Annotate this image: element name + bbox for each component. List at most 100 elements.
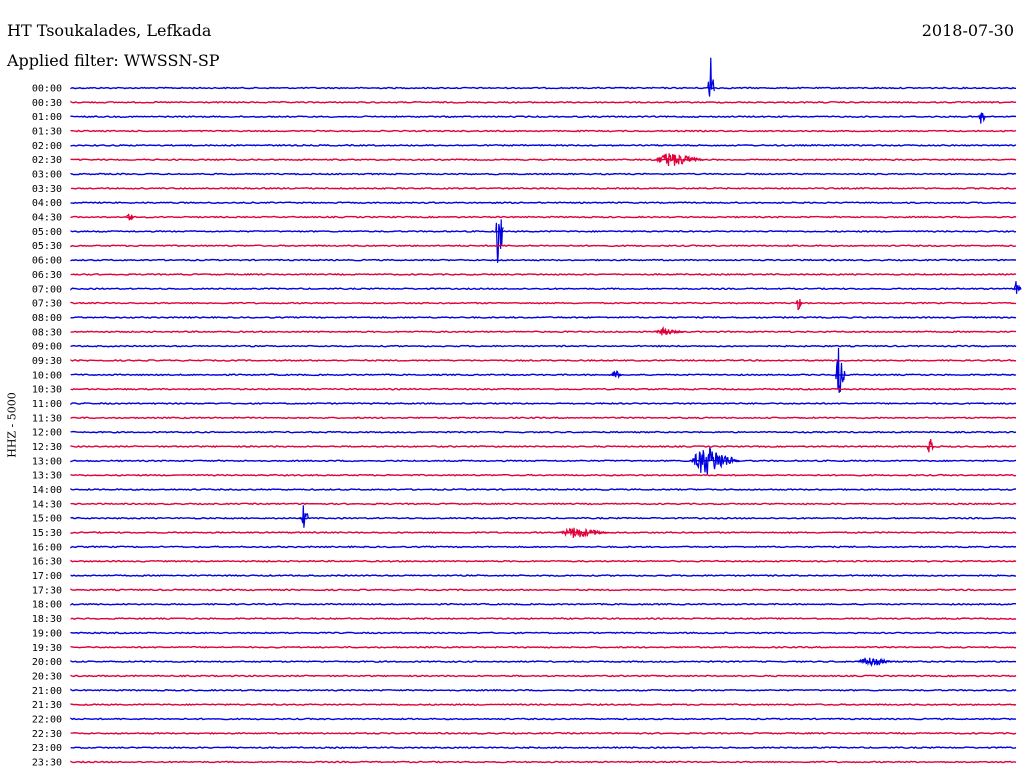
trace-line bbox=[70, 717, 1017, 721]
seismic-event bbox=[653, 326, 684, 336]
time-label: 00:30 bbox=[32, 98, 62, 109]
time-label: 08:30 bbox=[32, 327, 62, 338]
seismic-event bbox=[125, 213, 135, 221]
trace-line bbox=[70, 258, 1017, 262]
time-label: 19:00 bbox=[32, 628, 62, 639]
trace-line bbox=[70, 430, 1017, 434]
time-label: 00:00 bbox=[32, 84, 62, 95]
filter-label: Applied filter: WWSSN-SP bbox=[7, 51, 220, 70]
trace-line bbox=[70, 315, 1017, 319]
time-label: 10:30 bbox=[32, 385, 62, 396]
seismic-event bbox=[299, 505, 310, 528]
time-label: 15:00 bbox=[32, 514, 62, 525]
time-label: 05:30 bbox=[32, 241, 62, 252]
trace-line bbox=[70, 746, 1017, 750]
trace-line bbox=[70, 473, 1017, 477]
time-label: 14:30 bbox=[32, 499, 62, 510]
time-label: 16:00 bbox=[32, 542, 62, 553]
time-label: 03:00 bbox=[32, 170, 62, 181]
trace-line bbox=[70, 402, 1017, 406]
trace-line bbox=[70, 488, 1017, 491]
time-label: 19:30 bbox=[32, 643, 62, 654]
time-label: 15:30 bbox=[32, 528, 62, 539]
trace-line bbox=[70, 273, 1017, 276]
seismic-event bbox=[857, 657, 894, 668]
trace-line bbox=[70, 459, 1017, 463]
trace-line bbox=[70, 588, 1017, 592]
time-label: 04:30 bbox=[32, 213, 62, 224]
time-label: 11:30 bbox=[32, 413, 62, 424]
trace-line bbox=[70, 502, 1017, 506]
time-label: 07:00 bbox=[32, 284, 62, 295]
time-label: 21:30 bbox=[32, 700, 62, 711]
time-label: 20:30 bbox=[32, 671, 62, 682]
time-label: 13:00 bbox=[32, 456, 62, 467]
trace-line bbox=[70, 215, 1017, 219]
time-label: 06:00 bbox=[32, 256, 62, 267]
seismic-event bbox=[795, 298, 803, 311]
time-label: 03:30 bbox=[32, 184, 62, 195]
seismic-event bbox=[559, 527, 609, 538]
trace-line bbox=[70, 416, 1017, 420]
seismic-event bbox=[834, 347, 846, 393]
trace-line bbox=[70, 86, 1017, 90]
time-label: 04:00 bbox=[32, 198, 62, 209]
seismic-event bbox=[978, 112, 987, 124]
time-label: 01:00 bbox=[32, 112, 62, 123]
time-label: 01:30 bbox=[32, 127, 62, 138]
seismic-event bbox=[611, 370, 622, 380]
trace-line bbox=[70, 100, 1017, 104]
time-label: 06:30 bbox=[32, 270, 62, 281]
trace-line bbox=[70, 445, 1017, 448]
trace-line bbox=[70, 129, 1017, 133]
time-label: 18:30 bbox=[32, 614, 62, 625]
date-label: 2018-07-30 bbox=[921, 21, 1014, 40]
time-label: 13:30 bbox=[32, 471, 62, 482]
time-label: 09:30 bbox=[32, 356, 62, 367]
time-label: 12:30 bbox=[32, 442, 62, 453]
time-label: 10:00 bbox=[32, 370, 62, 381]
seismic-event bbox=[926, 439, 935, 453]
time-label: 09:00 bbox=[32, 342, 62, 353]
trace-line bbox=[70, 617, 1017, 621]
trace-line bbox=[70, 373, 1017, 377]
time-label: 05:00 bbox=[32, 227, 62, 238]
trace-line bbox=[70, 703, 1017, 707]
time-label: 12:00 bbox=[32, 428, 62, 439]
time-label: 20:00 bbox=[32, 657, 62, 668]
trace-line bbox=[70, 359, 1017, 362]
time-label: 07:30 bbox=[32, 299, 62, 310]
trace-line bbox=[70, 760, 1017, 764]
trace-line bbox=[70, 602, 1017, 606]
trace-line bbox=[70, 574, 1017, 578]
trace-line bbox=[70, 516, 1017, 520]
time-label: 17:00 bbox=[32, 571, 62, 582]
trace-line bbox=[70, 244, 1017, 248]
station-title: HT Tsoukalades, Lefkada bbox=[7, 21, 212, 40]
trace-line bbox=[70, 545, 1017, 549]
trace-line bbox=[70, 559, 1017, 563]
seismic-event bbox=[495, 219, 504, 263]
trace-line bbox=[70, 115, 1017, 119]
trace-line bbox=[70, 229, 1017, 233]
trace-line bbox=[70, 531, 1017, 534]
trace-line bbox=[70, 631, 1017, 635]
time-label: 17:30 bbox=[32, 585, 62, 596]
seismic-event bbox=[653, 153, 704, 167]
trace-line bbox=[70, 688, 1017, 692]
time-label: 08:00 bbox=[32, 313, 62, 324]
trace-line bbox=[70, 301, 1017, 305]
seismic-event bbox=[689, 447, 740, 475]
trace-line bbox=[70, 158, 1017, 162]
trace-line bbox=[70, 674, 1017, 678]
time-label: 22:30 bbox=[32, 729, 62, 740]
time-label: 16:30 bbox=[32, 557, 62, 568]
time-label: 02:00 bbox=[32, 141, 62, 152]
trace-line bbox=[70, 186, 1017, 190]
time-label: 11:00 bbox=[32, 399, 62, 410]
trace-line bbox=[70, 387, 1017, 391]
trace-line bbox=[70, 731, 1017, 735]
trace-line bbox=[70, 330, 1017, 334]
trace-line bbox=[70, 287, 1017, 291]
time-label: 23:30 bbox=[32, 757, 62, 768]
